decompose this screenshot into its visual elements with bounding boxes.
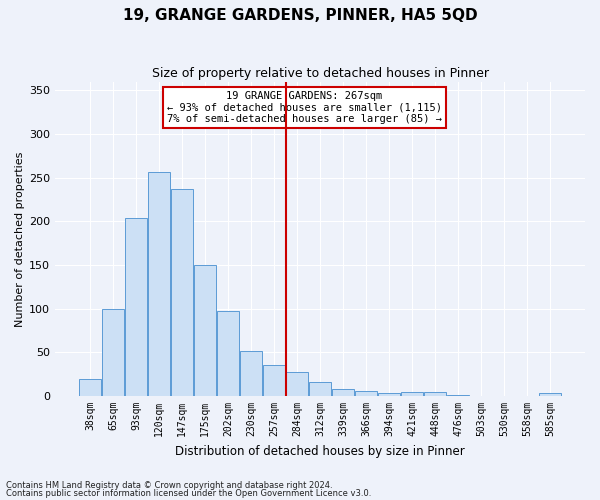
Bar <box>401 392 423 396</box>
Bar <box>240 350 262 396</box>
Bar <box>332 389 354 396</box>
Bar <box>286 372 308 396</box>
Text: Contains HM Land Registry data © Crown copyright and database right 2024.: Contains HM Land Registry data © Crown c… <box>6 481 332 490</box>
Bar <box>125 218 147 396</box>
Bar <box>217 312 239 396</box>
Text: 19 GRANGE GARDENS: 267sqm
← 93% of detached houses are smaller (1,115)
7% of sem: 19 GRANGE GARDENS: 267sqm ← 93% of detac… <box>167 91 442 124</box>
Bar <box>79 378 101 396</box>
Bar <box>102 308 124 396</box>
X-axis label: Distribution of detached houses by size in Pinner: Distribution of detached houses by size … <box>175 444 465 458</box>
Text: 19, GRANGE GARDENS, PINNER, HA5 5QD: 19, GRANGE GARDENS, PINNER, HA5 5QD <box>122 8 478 22</box>
Bar <box>309 382 331 396</box>
Y-axis label: Number of detached properties: Number of detached properties <box>15 151 25 326</box>
Bar <box>424 392 446 396</box>
Bar <box>171 189 193 396</box>
Bar <box>263 366 285 396</box>
Bar <box>148 172 170 396</box>
Bar <box>355 391 377 396</box>
Bar <box>447 395 469 396</box>
Bar <box>378 392 400 396</box>
Bar <box>194 265 216 396</box>
Bar <box>539 394 561 396</box>
Text: Contains public sector information licensed under the Open Government Licence v3: Contains public sector information licen… <box>6 488 371 498</box>
Title: Size of property relative to detached houses in Pinner: Size of property relative to detached ho… <box>152 68 488 80</box>
